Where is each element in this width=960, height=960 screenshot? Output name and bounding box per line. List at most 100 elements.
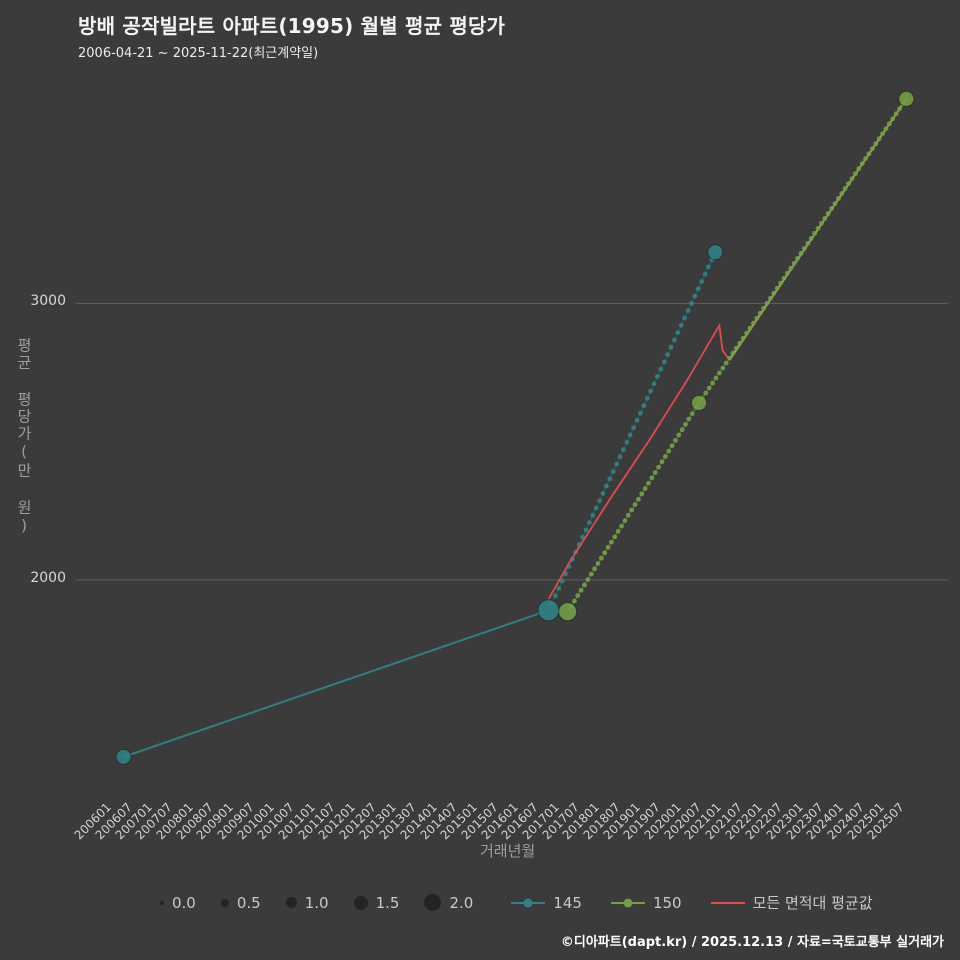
monthly-dot xyxy=(740,335,746,341)
y-axis-label: 평균 평당가(만 원) xyxy=(15,337,33,537)
monthly-dot xyxy=(602,550,608,556)
monthly-dot xyxy=(856,166,862,172)
monthly-dot xyxy=(655,374,660,379)
monthly-dot xyxy=(590,512,596,518)
monthly-dot xyxy=(771,290,777,296)
monthly-dot xyxy=(730,350,736,356)
transaction-bubble xyxy=(690,394,707,411)
transaction-bubble xyxy=(558,602,578,622)
monthly-dot xyxy=(839,191,845,196)
monthly-dot xyxy=(815,226,821,231)
monthly-dot xyxy=(669,443,675,449)
monthly-dot xyxy=(624,439,630,445)
monthly-dot xyxy=(893,111,899,117)
monthly-dot xyxy=(622,518,628,524)
monthly-dot xyxy=(615,528,621,534)
monthly-dot xyxy=(873,141,879,147)
monthly-dot xyxy=(859,161,865,167)
monthly-dot xyxy=(784,270,790,276)
monthly-dot xyxy=(683,421,688,427)
monthly-dot xyxy=(648,388,654,394)
monthly-dot xyxy=(552,593,558,599)
monthly-dot xyxy=(607,476,613,482)
transaction-bubble xyxy=(115,748,132,765)
monthly-dot xyxy=(666,448,672,454)
chart-legend: 0.0 0.5 1.0 1.5 2.0 145 150 모든 면적대 평균값 xyxy=(160,892,889,913)
legend-size-label: 2.0 xyxy=(449,893,474,912)
monthly-dot xyxy=(593,505,599,511)
monthly-dot xyxy=(825,211,831,216)
monthly-dot xyxy=(631,425,637,431)
monthly-dot xyxy=(774,285,780,291)
legend-size-label: 0.5 xyxy=(236,893,261,912)
monthly-dot xyxy=(676,432,682,438)
size-dot-icon xyxy=(353,895,368,910)
monthly-dot xyxy=(727,355,732,361)
monthly-dot xyxy=(897,106,902,112)
footer-credit: ©디아파트(dapt.kr) / 2025.12.13 / 자료=국토교통부 실… xyxy=(560,935,944,950)
chart-subtitle: 2006-04-21 ~ 2025-11-22(최근계약일) xyxy=(78,46,319,61)
monthly-dot xyxy=(592,566,597,572)
monthly-dot xyxy=(629,507,635,513)
monthly-dot xyxy=(649,475,655,481)
monthly-dot xyxy=(801,245,807,251)
series-모든 면적대 평균값 xyxy=(547,98,908,600)
size-dot-icon xyxy=(285,897,297,908)
monthly-dot xyxy=(600,490,606,496)
monthly-dot xyxy=(617,454,623,460)
monthly-dot xyxy=(679,427,685,433)
monthly-dot xyxy=(832,201,838,206)
monthly-dot xyxy=(610,469,616,474)
monthly-dot xyxy=(750,320,756,326)
monthly-dot xyxy=(733,345,739,351)
monthly-dot xyxy=(754,315,760,321)
monthly-dot xyxy=(612,534,618,540)
monthly-dot xyxy=(603,483,609,489)
monthly-dot xyxy=(575,593,581,599)
monthly-dot xyxy=(791,260,797,266)
monthly-dot xyxy=(559,578,565,584)
monthly-dot xyxy=(685,308,691,314)
monthly-dot xyxy=(883,126,889,132)
monthly-dot xyxy=(812,231,817,236)
monthly-dot xyxy=(597,498,602,504)
monthly-dot xyxy=(818,221,824,226)
monthly-dot xyxy=(692,293,698,299)
monthly-dot xyxy=(764,300,770,306)
monthly-dot xyxy=(880,131,885,137)
monthly-dot xyxy=(822,216,828,221)
monthly-dot xyxy=(706,385,712,391)
monthly-dot xyxy=(886,121,892,127)
legend-size-item: 1.0 xyxy=(285,894,329,912)
legend-size-label: 0.0 xyxy=(172,893,196,912)
monthly-dot xyxy=(571,598,577,604)
monthly-dot xyxy=(614,461,619,467)
monthly-dot xyxy=(635,496,641,502)
monthly-dot xyxy=(869,146,875,152)
monthly-dot xyxy=(852,171,858,177)
monthly-dot xyxy=(642,486,648,491)
size-dot-icon xyxy=(220,898,229,907)
monthly-dot xyxy=(866,151,872,157)
monthly-dot xyxy=(595,561,601,566)
monthly-dot xyxy=(761,305,766,311)
monthly-dot xyxy=(703,390,709,396)
monthly-dot xyxy=(665,352,671,357)
monthly-dot xyxy=(695,286,701,292)
monthly-dot xyxy=(588,571,594,577)
monthly-dot xyxy=(656,464,661,470)
monthly-dot xyxy=(808,236,814,241)
monthly-dot xyxy=(876,136,882,142)
monthly-dot xyxy=(682,315,688,321)
monthly-dot xyxy=(835,196,841,201)
monthly-dot xyxy=(702,271,708,277)
monthly-dot xyxy=(620,447,626,452)
monthly-dot xyxy=(795,255,800,261)
monthly-dot xyxy=(805,241,811,246)
monthly-dot xyxy=(675,330,681,336)
monthly-dot xyxy=(632,502,638,508)
legend-marker-icon xyxy=(610,898,645,907)
monthly-dot xyxy=(849,176,855,181)
legend-size-item: 0.0 xyxy=(160,894,196,912)
